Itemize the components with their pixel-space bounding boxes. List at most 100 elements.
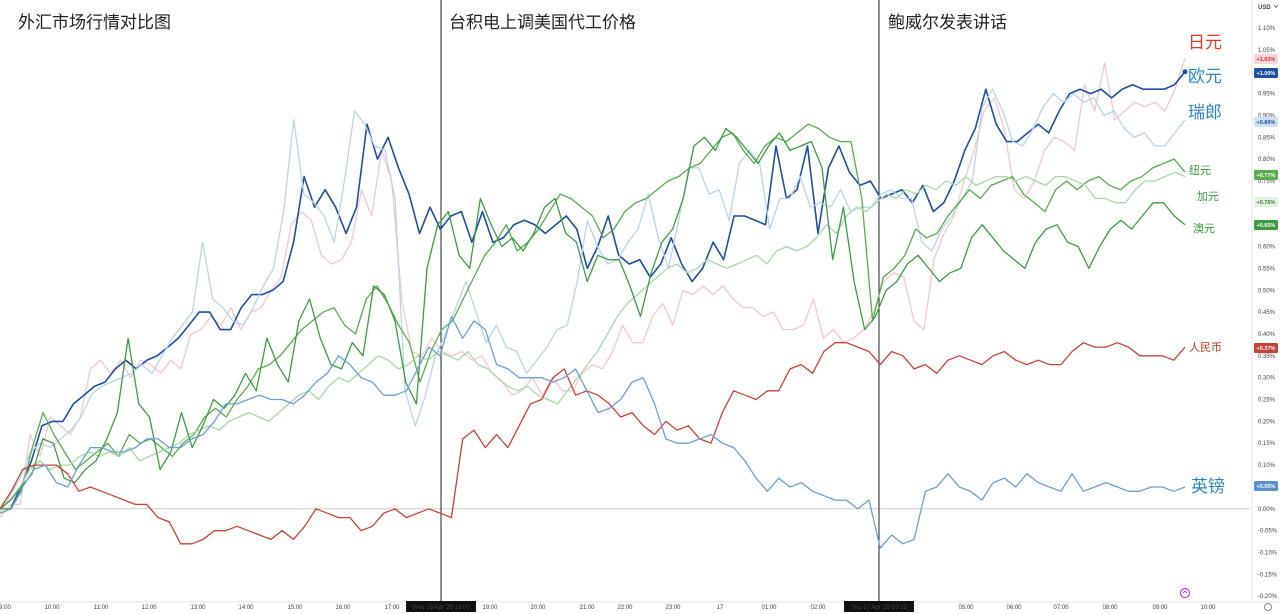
series-end-dot-1 <box>1182 69 1188 75</box>
x-tick-label: 22:00 <box>617 605 633 611</box>
x-tick-label: 17:00 <box>384 605 400 611</box>
y-tick-label: -0.05% <box>1258 529 1278 535</box>
y-tick-label: 1.10% <box>1258 26 1276 32</box>
panel-title-2: 台积电上调美国代工价格 <box>449 13 636 33</box>
x-tick-label: 09:00 <box>1152 605 1168 611</box>
value-badge-text: +1.03% <box>1257 57 1276 63</box>
value-badge <box>1254 220 1278 230</box>
x-tick-label: 21:00 <box>579 605 595 611</box>
x-tick-label: 23:00 <box>665 605 681 611</box>
currency-label-5: 澳元 <box>1193 222 1215 235</box>
series-line-4 <box>0 171 1186 510</box>
currency-label-4: 加元 <box>1197 190 1219 203</box>
x-tick-label: 11:00 <box>94 605 109 611</box>
time-axis[interactable]: 9:00 10:00 11:00 12:00 13:00 14:00 15:00 16:00 1… <box>0 601 1216 612</box>
panel-title-3: 鲍威尔发表讲话 <box>888 13 1007 33</box>
x-tick-label: 06:00 <box>1006 605 1022 611</box>
currency-unit-label: USD <box>1258 5 1271 11</box>
panel-titles: 外汇市场行情对比图 台积电上调美国代工价格 鲍威尔发表讲话 <box>18 13 1007 33</box>
x-tick-label-highlight: Thu 17 Apr '25 03:15 <box>851 605 907 611</box>
series-line-7 <box>0 315 1186 549</box>
series-line-6 <box>0 342 1186 545</box>
x-tick-label: 02:00 <box>810 605 826 611</box>
y-tick-label: 0.40% <box>1258 332 1276 338</box>
y-tick-label: 0.55% <box>1258 266 1276 272</box>
value-badge <box>1254 343 1278 353</box>
x-tick-label: 10:00 <box>44 605 60 611</box>
y-tick-label: 0.80% <box>1258 157 1276 163</box>
x-tick-label: 19:00 <box>482 605 498 611</box>
x-tick-label: 13:00 <box>190 605 206 611</box>
currency-label-7: 英镑 <box>1191 477 1225 497</box>
series-line-1 <box>0 71 1186 510</box>
x-tick-label: 07:00 <box>1053 605 1069 611</box>
x-tick-label: 16:00 <box>335 605 351 611</box>
y-tick-label: 0.60% <box>1258 245 1276 251</box>
value-badge-text: +0.89% <box>1257 120 1276 126</box>
y-tick-label: 0.85% <box>1258 135 1276 141</box>
logo-mark <box>1182 590 1188 594</box>
logo-icon <box>1179 587 1191 599</box>
value-badge-text: +0.76% <box>1257 200 1276 206</box>
series-lines <box>0 58 1188 549</box>
value-badge <box>1254 197 1278 207</box>
x-tick-label: 14:00 <box>238 605 254 611</box>
y-tick-label: 0.30% <box>1258 376 1276 382</box>
y-tick-label: 0.35% <box>1258 354 1276 360</box>
series-line-0 <box>0 58 1186 518</box>
corner-widgets <box>1179 587 1272 611</box>
y-tick-label: 0.90% <box>1258 113 1276 119</box>
currency-label-2: 瑞郎 <box>1188 103 1222 123</box>
x-tick-label: 12:00 <box>141 605 157 611</box>
x-tick-label-highlight: Wed 16 Apr '25 18:00 <box>412 605 470 611</box>
value-badge-text: +0.37% <box>1257 346 1276 352</box>
value-badge <box>1254 481 1278 491</box>
y-tick-label: 0.15% <box>1258 441 1276 447</box>
y-tick-label: 0.25% <box>1258 398 1276 404</box>
x-tick-label: 17 <box>717 605 724 611</box>
y-tick-label: -0.15% <box>1258 572 1278 578</box>
series-line-5 <box>0 127 1186 510</box>
event-dividers <box>440 0 880 602</box>
currency-label-6: 人民币 <box>1189 341 1222 354</box>
x-tick-label: 08:00 <box>1102 605 1118 611</box>
x-tick-label: 9:00 <box>0 605 11 611</box>
y-tick-label: 0.20% <box>1258 419 1276 425</box>
value-badge <box>1254 170 1278 180</box>
panel-title-1: 外汇市场行情对比图 <box>18 13 171 33</box>
series-line-3 <box>0 123 1186 510</box>
value-badge-text: +0.65% <box>1257 223 1276 229</box>
price-axis[interactable]: USD1.10%1.05%1.00%0.95%0.90%0.85%0.80%0.… <box>1254 4 1279 600</box>
y-tick-label: 0.00% <box>1258 507 1276 513</box>
x-tick-label: 20:00 <box>530 605 546 611</box>
x-tick-label: 15:00 <box>287 605 303 611</box>
value-badge <box>1254 117 1278 127</box>
value-badge-text: +1.00% <box>1257 71 1276 77</box>
x-tick-label: 10:00 <box>1200 605 1216 611</box>
y-tick-label: 0.45% <box>1258 310 1276 316</box>
y-tick-label: 1.05% <box>1258 48 1276 54</box>
currency-label-3: 纽元 <box>1189 163 1211 177</box>
x-tick-highlight <box>844 601 914 612</box>
y-tick-label: -0.20% <box>1258 594 1278 600</box>
value-badge-text: +0.77% <box>1257 173 1276 179</box>
y-tick-label: 0.10% <box>1258 463 1276 469</box>
currency-label-0: 日元 <box>1188 33 1222 53</box>
x-tick-label: 01:00 <box>761 605 777 611</box>
y-tick-label: -0.10% <box>1258 551 1278 557</box>
y-tick-label: 0.95% <box>1258 92 1276 98</box>
chevron-down-icon[interactable] <box>1273 4 1279 9</box>
series-line-2 <box>0 88 1186 514</box>
currency-label-1: 欧元 <box>1188 67 1222 87</box>
y-tick-label: 0.50% <box>1258 288 1276 294</box>
gear-icon[interactable] <box>1264 603 1272 611</box>
x-tick-highlight <box>406 601 476 612</box>
y-tick-label: 0.75% <box>1258 179 1276 185</box>
value-badge <box>1254 54 1278 64</box>
value-badge-text: +0.05% <box>1257 484 1276 490</box>
x-tick-label: 05:00 <box>958 605 974 611</box>
value-badge <box>1254 68 1278 78</box>
